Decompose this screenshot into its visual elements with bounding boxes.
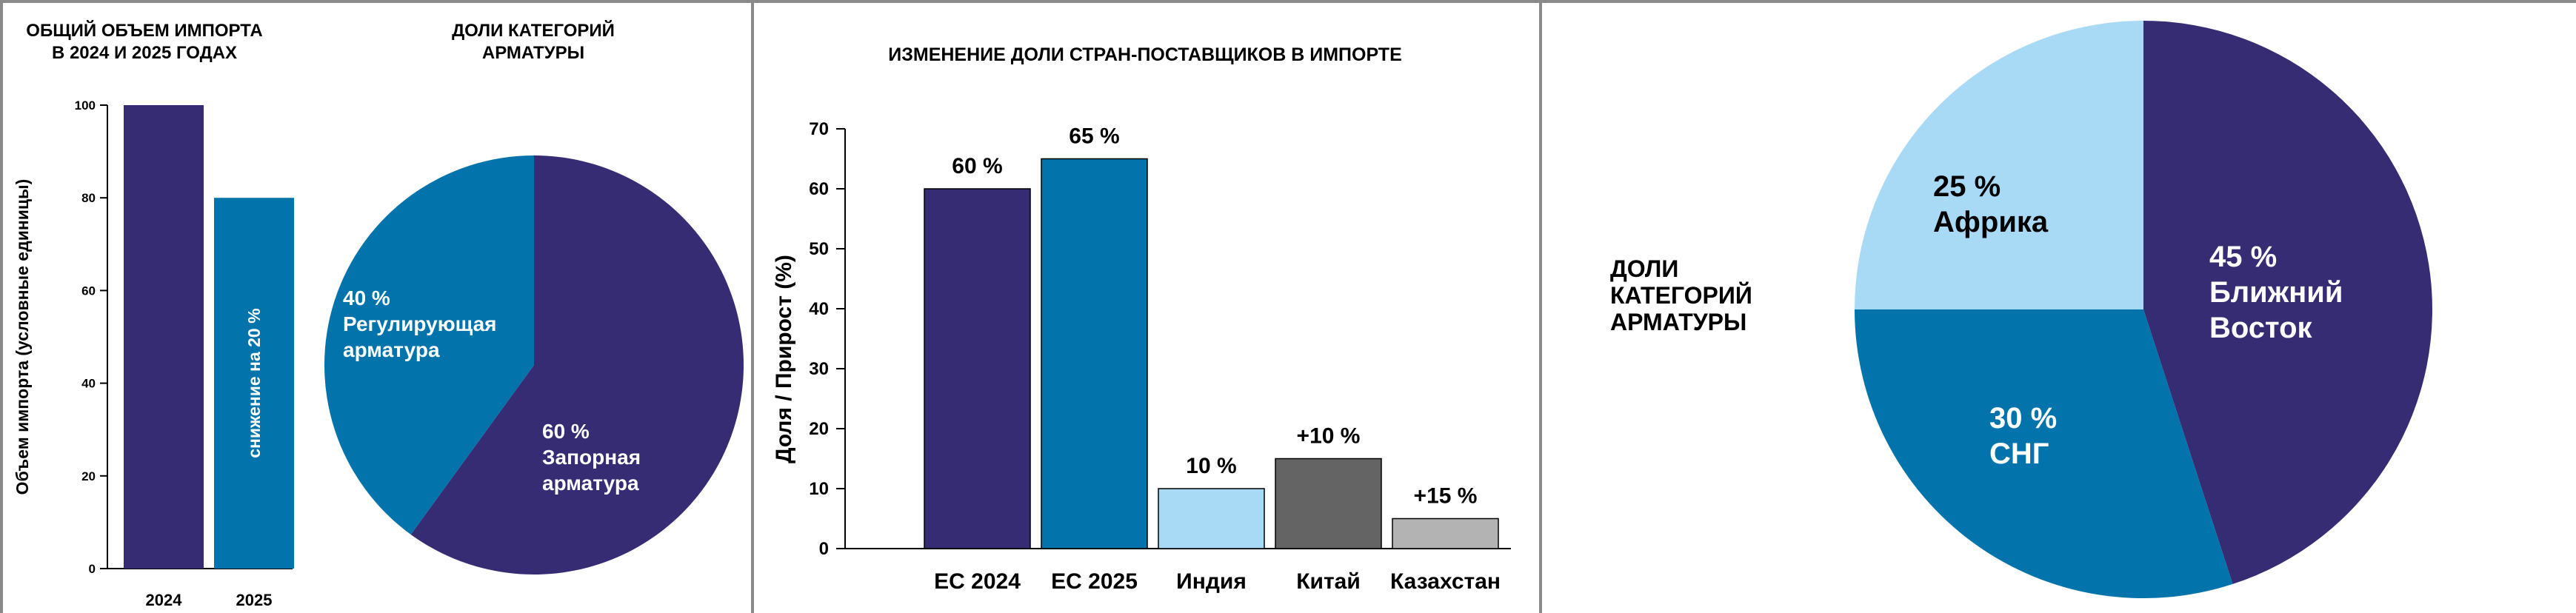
pie-chart-1-title: АРМАТУРЫ — [482, 43, 584, 63]
y-tick-label: 0 — [819, 539, 829, 559]
pie-slice-label: Африка — [1933, 206, 2049, 238]
y-tick-label: 70 — [809, 119, 829, 139]
bar-data-label: +15 % — [1414, 484, 1478, 509]
pie-slice-label: СНГ — [1989, 438, 2049, 470]
bar-chart-2-title: ИЗМЕНЕНИЕ ДОЛИ СТРАН-ПОСТАВЩИКОВ В ИМПОР… — [888, 44, 1402, 65]
pie-slice-label: 25 % — [1933, 170, 2001, 203]
y-tick-label: 60 — [809, 179, 829, 199]
pie-slice-3 — [1855, 21, 2143, 309]
x-category-label: 2025 — [236, 591, 273, 609]
pie-slice-label: Восток — [2209, 312, 2313, 344]
pie-slice-label: 30 % — [1989, 402, 2057, 435]
bar-data-label: 65 % — [1069, 124, 1119, 149]
y-tick-label: 100 — [75, 98, 96, 113]
bar-Китай — [1275, 458, 1382, 549]
reduction-annotation: снижение на 20 % — [244, 308, 264, 458]
y-axis-label: Доля / Прирост (%) — [772, 255, 796, 463]
bar-data-label: +10 % — [1297, 424, 1361, 449]
y-tick-label: 40 — [809, 299, 829, 319]
pie-slice-label: 40 % — [343, 287, 390, 309]
y-tick-label: 80 — [81, 191, 96, 205]
bar-data-label: 10 % — [1186, 454, 1236, 478]
pie-slice-2 — [324, 155, 534, 535]
pie-slice-label: Ближний — [2209, 276, 2343, 309]
pie-chart-2-title: КАТЕГОРИЙ — [1610, 282, 1752, 309]
bar-data-label: 60 % — [952, 154, 1002, 178]
pie-slice-2 — [1855, 309, 2233, 598]
y-tick-label: 30 — [809, 359, 829, 379]
bar-Казахстан — [1392, 517, 1499, 549]
x-category-label: ЕС 2024 — [934, 569, 1021, 594]
bar-ЕС 2024 — [924, 188, 1031, 549]
pie-slice-label: Регулирующая — [343, 312, 497, 335]
pie-chart-2-title: АРМАТУРЫ — [1610, 309, 1746, 335]
x-category-label: ЕС 2025 — [1051, 569, 1138, 594]
x-category-label: Китай — [1296, 569, 1361, 594]
x-category-label: Казахстан — [1390, 569, 1501, 594]
pie-slice-label: 45 % — [2209, 241, 2277, 273]
pie-slice-label: арматура — [343, 338, 440, 361]
y-tick-label: 60 — [81, 284, 96, 298]
pie-slice-label: Запорная — [542, 446, 641, 469]
y-tick-label: 10 — [809, 479, 829, 499]
pie-slice-label: арматура — [542, 472, 639, 495]
bar-2025 — [214, 198, 294, 569]
bar-chart-1-title: В 2024 И 2025 ГОДАХ — [52, 43, 237, 63]
pie-chart-1-title: ДОЛИ КАТЕГОРИЙ — [452, 20, 615, 41]
bar-2024 — [124, 105, 204, 569]
bar-chart-1-title: ОБЩИЙ ОБЪЕМ ИМПОРТА — [26, 20, 262, 41]
y-tick-label: 20 — [809, 419, 829, 439]
y-tick-label: 40 — [81, 377, 96, 391]
y-axis-label: Объем импорта (условные единицы) — [13, 179, 32, 495]
y-tick-label: 50 — [809, 239, 829, 259]
bar-Индия — [1158, 488, 1265, 549]
y-tick-label: 0 — [89, 562, 96, 576]
pie-slice-label: 60 % — [542, 420, 590, 443]
pie-slice-1 — [2143, 21, 2433, 584]
x-category-label: 2024 — [146, 591, 183, 609]
pie-slice-1 — [410, 155, 744, 575]
pie-chart-2-title: ДОЛИ — [1610, 255, 1678, 282]
y-tick-label: 20 — [81, 469, 96, 483]
bar-ЕС 2025 — [1041, 158, 1148, 549]
x-category-label: Индия — [1176, 569, 1247, 594]
